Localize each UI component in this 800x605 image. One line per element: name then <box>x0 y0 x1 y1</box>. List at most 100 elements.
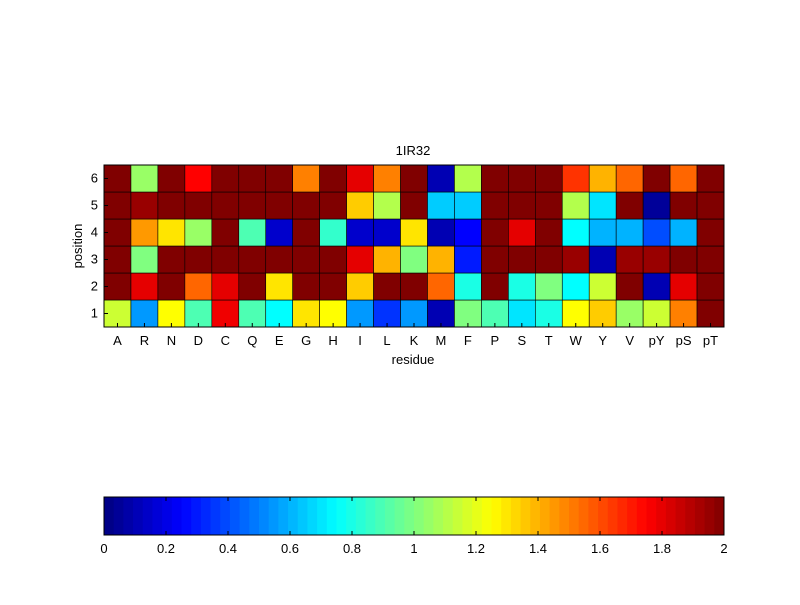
colorbar-swatch <box>481 497 492 535</box>
heatmap-cells <box>103 164 725 328</box>
heatmap-cell-F-5 <box>454 191 482 220</box>
heatmap-cell-C-6 <box>211 164 240 193</box>
colorbar-swatch <box>123 497 134 535</box>
colorbar-swatch <box>627 497 638 535</box>
colorbar-swatch <box>617 497 628 535</box>
heatmap-cell-L-5 <box>373 191 401 220</box>
colorbar-swatch <box>665 497 677 535</box>
colorbar-swatch <box>433 497 444 535</box>
y-tick-label-6: 6 <box>91 171 98 186</box>
heatmap-cell-V-6 <box>615 164 644 193</box>
heatmap-cell-pT-4 <box>696 218 725 247</box>
heatmap-cell-W-2 <box>561 272 590 301</box>
colorbar-swatch <box>171 497 182 535</box>
heatmap-cell-I-1 <box>346 299 374 328</box>
heatmap-cell-L-1 <box>373 299 401 328</box>
heatmap-cell-H-4 <box>319 218 347 247</box>
colorbar-swatch <box>297 497 308 535</box>
heatmap-cell-A-1 <box>103 299 132 328</box>
heatmap-cell-R-1 <box>130 299 159 328</box>
x-tick-label-pY: pY <box>649 333 665 348</box>
colorbar-swatch <box>549 497 560 535</box>
colorbar-tick-label: 0.2 <box>157 541 175 556</box>
heatmap-cell-pY-6 <box>642 164 671 193</box>
heatmap-cell-T-5 <box>535 191 563 220</box>
colorbar-swatch <box>704 497 715 535</box>
x-tick-label-P: P <box>491 333 500 348</box>
heatmap-cell-G-3 <box>292 245 320 274</box>
x-tick-label-Q: Q <box>247 333 257 348</box>
heatmap-cell-W-5 <box>561 191 590 220</box>
colorbar-swatch <box>191 497 202 535</box>
heatmap-cell-K-2 <box>400 272 428 301</box>
heatmap-cell-pS-1 <box>669 299 698 328</box>
colorbar-swatch <box>268 497 279 535</box>
colorbar-swatch <box>278 497 289 535</box>
heatmap-cell-Q-4 <box>238 218 267 247</box>
colorbar-swatch <box>646 497 657 535</box>
heatmap-cell-T-6 <box>535 164 563 193</box>
heatmap-cell-K-4 <box>400 218 428 247</box>
heatmap-cell-pT-3 <box>696 245 725 274</box>
heatmap-cell-F-2 <box>454 272 482 301</box>
heatmap-cell-Y-4 <box>588 218 617 247</box>
heatmap-cell-S-1 <box>508 299 536 328</box>
heatmap-cell-N-2 <box>157 272 186 301</box>
x-tick-label-D: D <box>194 333 203 348</box>
heatmap-cell-N-4 <box>157 218 186 247</box>
heatmap-cell-Q-6 <box>238 164 267 193</box>
colorbar-swatch <box>394 497 405 535</box>
heatmap-cell-pS-3 <box>669 245 698 274</box>
x-tick-label-Y: Y <box>598 333 607 348</box>
heatmap-cell-V-1 <box>615 299 644 328</box>
colorbar-tick-label: 0.4 <box>219 541 237 556</box>
heatmap-cell-N-3 <box>157 245 186 274</box>
heatmap-cell-W-6 <box>561 164 590 193</box>
heatmap-cell-I-5 <box>346 191 374 220</box>
heatmap-cell-I-6 <box>346 164 374 193</box>
colorbar-swatch <box>501 497 512 535</box>
colorbar-swatches <box>104 497 725 535</box>
colorbar-swatch <box>472 497 483 535</box>
y-axis-label: position <box>70 224 85 269</box>
heatmap-cell-R-2 <box>130 272 159 301</box>
x-tick-label-A: A <box>113 333 122 348</box>
colorbar-swatch <box>326 497 337 535</box>
heatmap-cell-C-2 <box>211 272 240 301</box>
colorbar-tick-label: 0.8 <box>343 541 361 556</box>
heatmap-cell-E-1 <box>265 299 293 328</box>
heatmap-cell-pT-6 <box>696 164 725 193</box>
heatmap-cell-Q-3 <box>238 245 267 274</box>
colorbar-swatch <box>365 497 376 535</box>
heatmap-cell-H-5 <box>319 191 347 220</box>
y-tick-label-5: 5 <box>91 198 98 213</box>
x-tick-label-R: R <box>140 333 149 348</box>
heatmap-cell-M-1 <box>427 299 455 328</box>
heatmap-cell-E-4 <box>265 218 293 247</box>
heatmap-cell-C-4 <box>211 218 240 247</box>
colorbar-swatch <box>675 497 686 535</box>
heatmap-cell-K-5 <box>400 191 428 220</box>
colorbar-swatch <box>288 497 299 535</box>
heatmap-cell-pS-2 <box>669 272 698 301</box>
heatmap-cell-I-2 <box>346 272 374 301</box>
x-tick-label-T: T <box>545 333 553 348</box>
heatmap-cell-R-4 <box>130 218 159 247</box>
heatmap-cell-L-3 <box>373 245 401 274</box>
heatmap-cell-R-5 <box>130 191 159 220</box>
heatmap-cell-T-1 <box>535 299 563 328</box>
heatmap-cell-M-3 <box>427 245 455 274</box>
colorbar-tick-label: 1 <box>410 541 417 556</box>
heatmap-cell-S-6 <box>508 164 536 193</box>
heatmap-cell-P-4 <box>481 218 509 247</box>
heatmap-cell-P-2 <box>481 272 509 301</box>
x-tick-label-K: K <box>410 333 419 348</box>
heatmap-cell-F-3 <box>454 245 482 274</box>
heatmap-cell-D-4 <box>184 218 213 247</box>
colorbar-swatch <box>200 497 212 535</box>
colorbar-swatch <box>491 497 502 535</box>
heatmap-cell-C-3 <box>211 245 240 274</box>
heatmap-cell-F-6 <box>454 164 482 193</box>
